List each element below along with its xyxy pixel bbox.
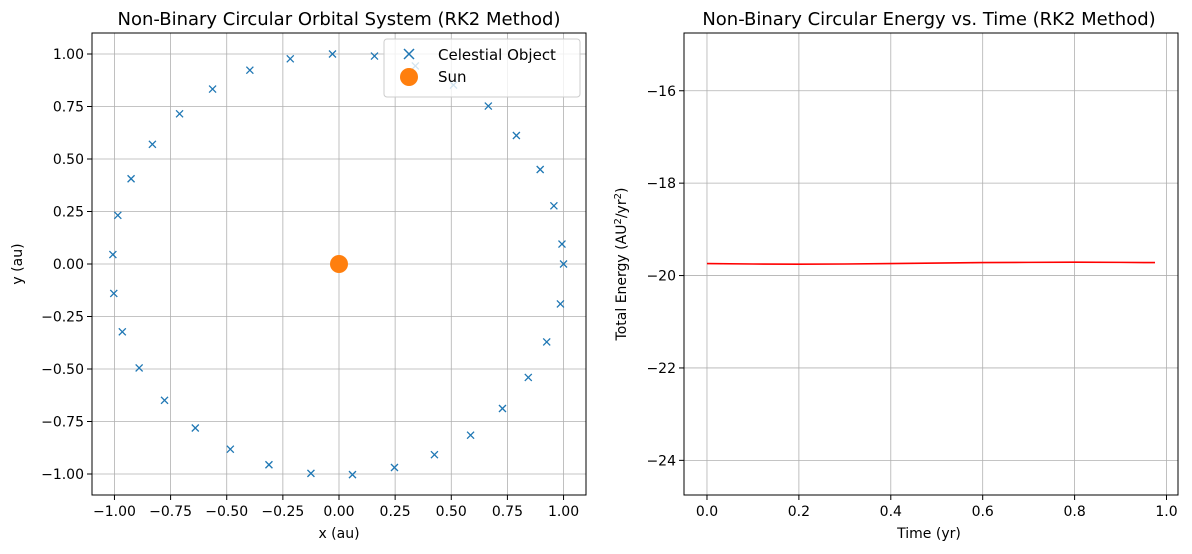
x-tick-label: −1.00 [93, 504, 136, 520]
y-tick-label: −18 [646, 176, 676, 192]
y-tick-label: −1.00 [41, 467, 84, 483]
orbit-point [328, 50, 337, 58]
x-tick-label: 0.2 [788, 504, 810, 520]
orbit-chart-title: Non-Binary Circular Orbital System (RK2 … [117, 9, 560, 30]
orbit-point [226, 445, 235, 454]
orbit-point [524, 373, 533, 382]
x-tick-label: 0.0 [696, 504, 718, 520]
x-tick-label: 0.50 [436, 504, 467, 520]
orbit-point [135, 363, 144, 372]
orbit-point [245, 66, 254, 75]
y-tick-label: −16 [646, 84, 676, 100]
orbit-y-axis-label: y (au) [10, 243, 26, 284]
energy-chart-title: Non-Binary Circular Energy vs. Time (RK2… [702, 9, 1155, 30]
orbit-point [109, 289, 118, 298]
orbit-point [559, 260, 568, 268]
y-tick-label: −0.25 [41, 310, 84, 326]
orbit-legend: Celestial Object Sun [383, 38, 581, 98]
orbit-point [348, 470, 357, 479]
orbit-point [127, 174, 136, 183]
y-tick-label: −0.75 [41, 415, 84, 431]
x-tick-label: 1.00 [548, 504, 579, 520]
orbit-point [390, 463, 399, 472]
x-tick-label: −0.75 [149, 504, 192, 520]
orbit-point [558, 240, 566, 249]
sun-point [330, 255, 348, 273]
x-tick-label: 0.25 [380, 504, 411, 520]
y-tick-label: 0.25 [53, 205, 84, 221]
x-tick-label: −0.50 [205, 504, 248, 520]
orbit-point [208, 85, 217, 94]
orbit-point [430, 450, 439, 459]
orbit-point [466, 431, 475, 440]
y-tick-label: 1.00 [53, 47, 84, 63]
orbit-point [148, 140, 157, 149]
x-tick-label: 0.6 [972, 504, 994, 520]
orbit-point [175, 109, 184, 118]
orbit-point [536, 165, 545, 174]
legend-box [383, 38, 581, 98]
energy-line [706, 261, 1156, 266]
x-tick-label: 0.8 [1063, 504, 1085, 520]
orbit-point [286, 54, 295, 63]
orbit-point [498, 404, 507, 413]
orbit-point [191, 424, 200, 432]
energy-x-axis-label: Time (yr) [896, 526, 961, 542]
x-tick-label: 0.4 [880, 504, 902, 520]
y-tick-label: −24 [646, 453, 676, 469]
x-tick-label: 1.0 [1155, 504, 1177, 520]
x-tick-label: 0.75 [492, 504, 523, 520]
orbit-point [264, 460, 273, 469]
orbit-point [556, 299, 565, 308]
y-tick-label: −20 [646, 269, 676, 285]
legend-marker-sun [400, 68, 418, 86]
orbit-point [306, 469, 315, 478]
orbit-point [542, 337, 551, 346]
x-tick-label: −0.25 [261, 504, 304, 520]
y-tick-label: −22 [646, 361, 676, 377]
energy-plot-frame [683, 32, 1179, 496]
x-tick-label: 0.00 [323, 504, 354, 520]
energy-chart: Non-Binary Circular Energy vs. Time (RK2… [613, 9, 1179, 542]
orbit-point [113, 211, 122, 220]
orbit-point [160, 396, 169, 405]
y-tick-label: 0.50 [53, 152, 84, 168]
energy-y-axis-label: Total Energy (AU2/yr2) [613, 188, 630, 342]
legend-label-sun: Sun [438, 68, 467, 86]
orbit-point [370, 52, 379, 61]
orbit-point [549, 201, 558, 210]
y-tick-label: 0.00 [53, 257, 84, 273]
orbit-chart: Non-Binary Circular Orbital System (RK2 … [10, 9, 587, 542]
orbit-point [108, 250, 117, 259]
orbit-point [118, 327, 127, 336]
legend-marker-celestial-object [403, 48, 415, 60]
orbit-x-axis-label: x (au) [318, 526, 359, 542]
y-tick-label: 0.75 [53, 100, 84, 116]
legend-label-celestial-object: Celestial Object [438, 46, 556, 64]
orbit-point [512, 131, 521, 140]
orbit-point [484, 102, 493, 111]
y-tick-label: −0.50 [41, 362, 84, 378]
